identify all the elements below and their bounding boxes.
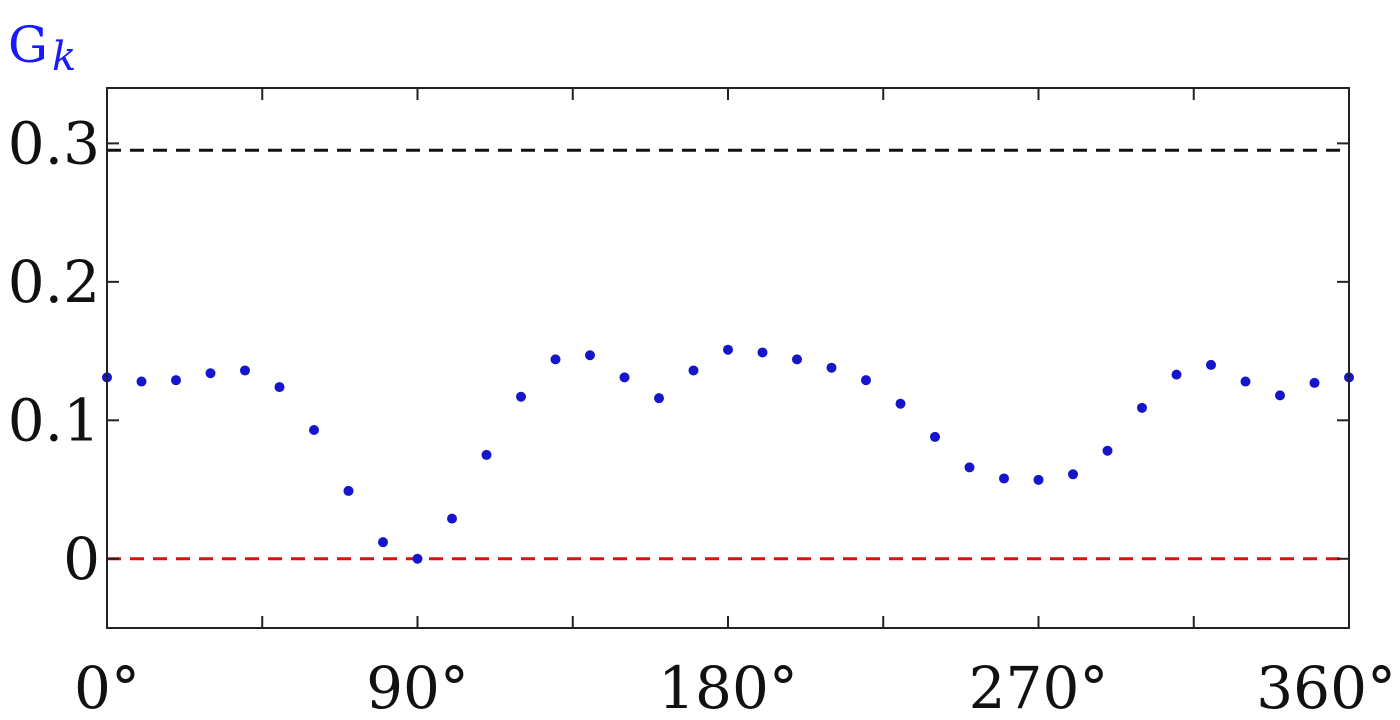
data-point-2 bbox=[171, 375, 181, 386]
y-axis-label-main: G bbox=[8, 16, 48, 74]
data-point-7 bbox=[343, 485, 354, 496]
tick-labels: 0° 90° 180° 270° 360° 0 0.1 0.2 0.3 bbox=[8, 109, 1396, 720]
y-tick-label-3: 0.3 bbox=[8, 109, 100, 177]
data-point-33 bbox=[1240, 376, 1251, 387]
data-point-12 bbox=[516, 391, 526, 402]
y-tick-label-2: 0.2 bbox=[8, 248, 100, 316]
data-point-11 bbox=[481, 449, 492, 460]
data-point-23 bbox=[895, 398, 906, 409]
data-point-14 bbox=[585, 350, 595, 361]
data-point-32 bbox=[1206, 359, 1216, 370]
data-point-1 bbox=[136, 376, 147, 387]
x-tick-label-4: 180° bbox=[658, 654, 798, 720]
data-point-3 bbox=[205, 368, 216, 379]
axis-ticks bbox=[106, 88, 1350, 628]
data-point-9 bbox=[412, 553, 423, 564]
data-point-29 bbox=[1102, 445, 1113, 456]
y-tick-label-0: 0 bbox=[63, 525, 100, 593]
data-point-16 bbox=[654, 393, 664, 404]
data-point-34 bbox=[1275, 390, 1285, 401]
data-point-13 bbox=[550, 354, 561, 365]
data-point-30 bbox=[1137, 402, 1147, 413]
data-point-10 bbox=[447, 513, 457, 524]
data-point-25 bbox=[964, 462, 975, 473]
y-axis-label: G k bbox=[8, 16, 76, 80]
data-point-5 bbox=[274, 382, 285, 393]
data-point-19 bbox=[757, 347, 768, 358]
data-point-8 bbox=[378, 537, 388, 548]
x-tick-label-0: 0° bbox=[74, 654, 140, 720]
data-point-21 bbox=[826, 362, 837, 373]
data-point-26 bbox=[999, 473, 1009, 484]
data-point-31 bbox=[1171, 369, 1182, 380]
data-point-24 bbox=[930, 431, 940, 442]
data-point-27 bbox=[1033, 474, 1044, 485]
x-tick-label-2: 90° bbox=[366, 654, 469, 720]
y-tick-label-1: 0.1 bbox=[8, 386, 100, 454]
x-tick-label-8: 360° bbox=[1256, 654, 1396, 720]
data-point-18 bbox=[723, 344, 733, 355]
data-points bbox=[102, 344, 1354, 564]
data-point-20 bbox=[792, 354, 802, 365]
data-point-28 bbox=[1068, 469, 1078, 480]
reference-lines bbox=[107, 148, 1349, 561]
data-point-22 bbox=[861, 375, 871, 386]
data-point-17 bbox=[688, 365, 699, 376]
data-point-35 bbox=[1309, 377, 1320, 388]
data-point-4 bbox=[240, 365, 250, 376]
plot-frame bbox=[106, 87, 1350, 629]
data-point-15 bbox=[619, 372, 630, 383]
y-axis-label-subscript: k bbox=[52, 34, 76, 80]
x-tick-label-6: 270° bbox=[969, 654, 1109, 720]
data-point-6 bbox=[309, 425, 319, 435]
